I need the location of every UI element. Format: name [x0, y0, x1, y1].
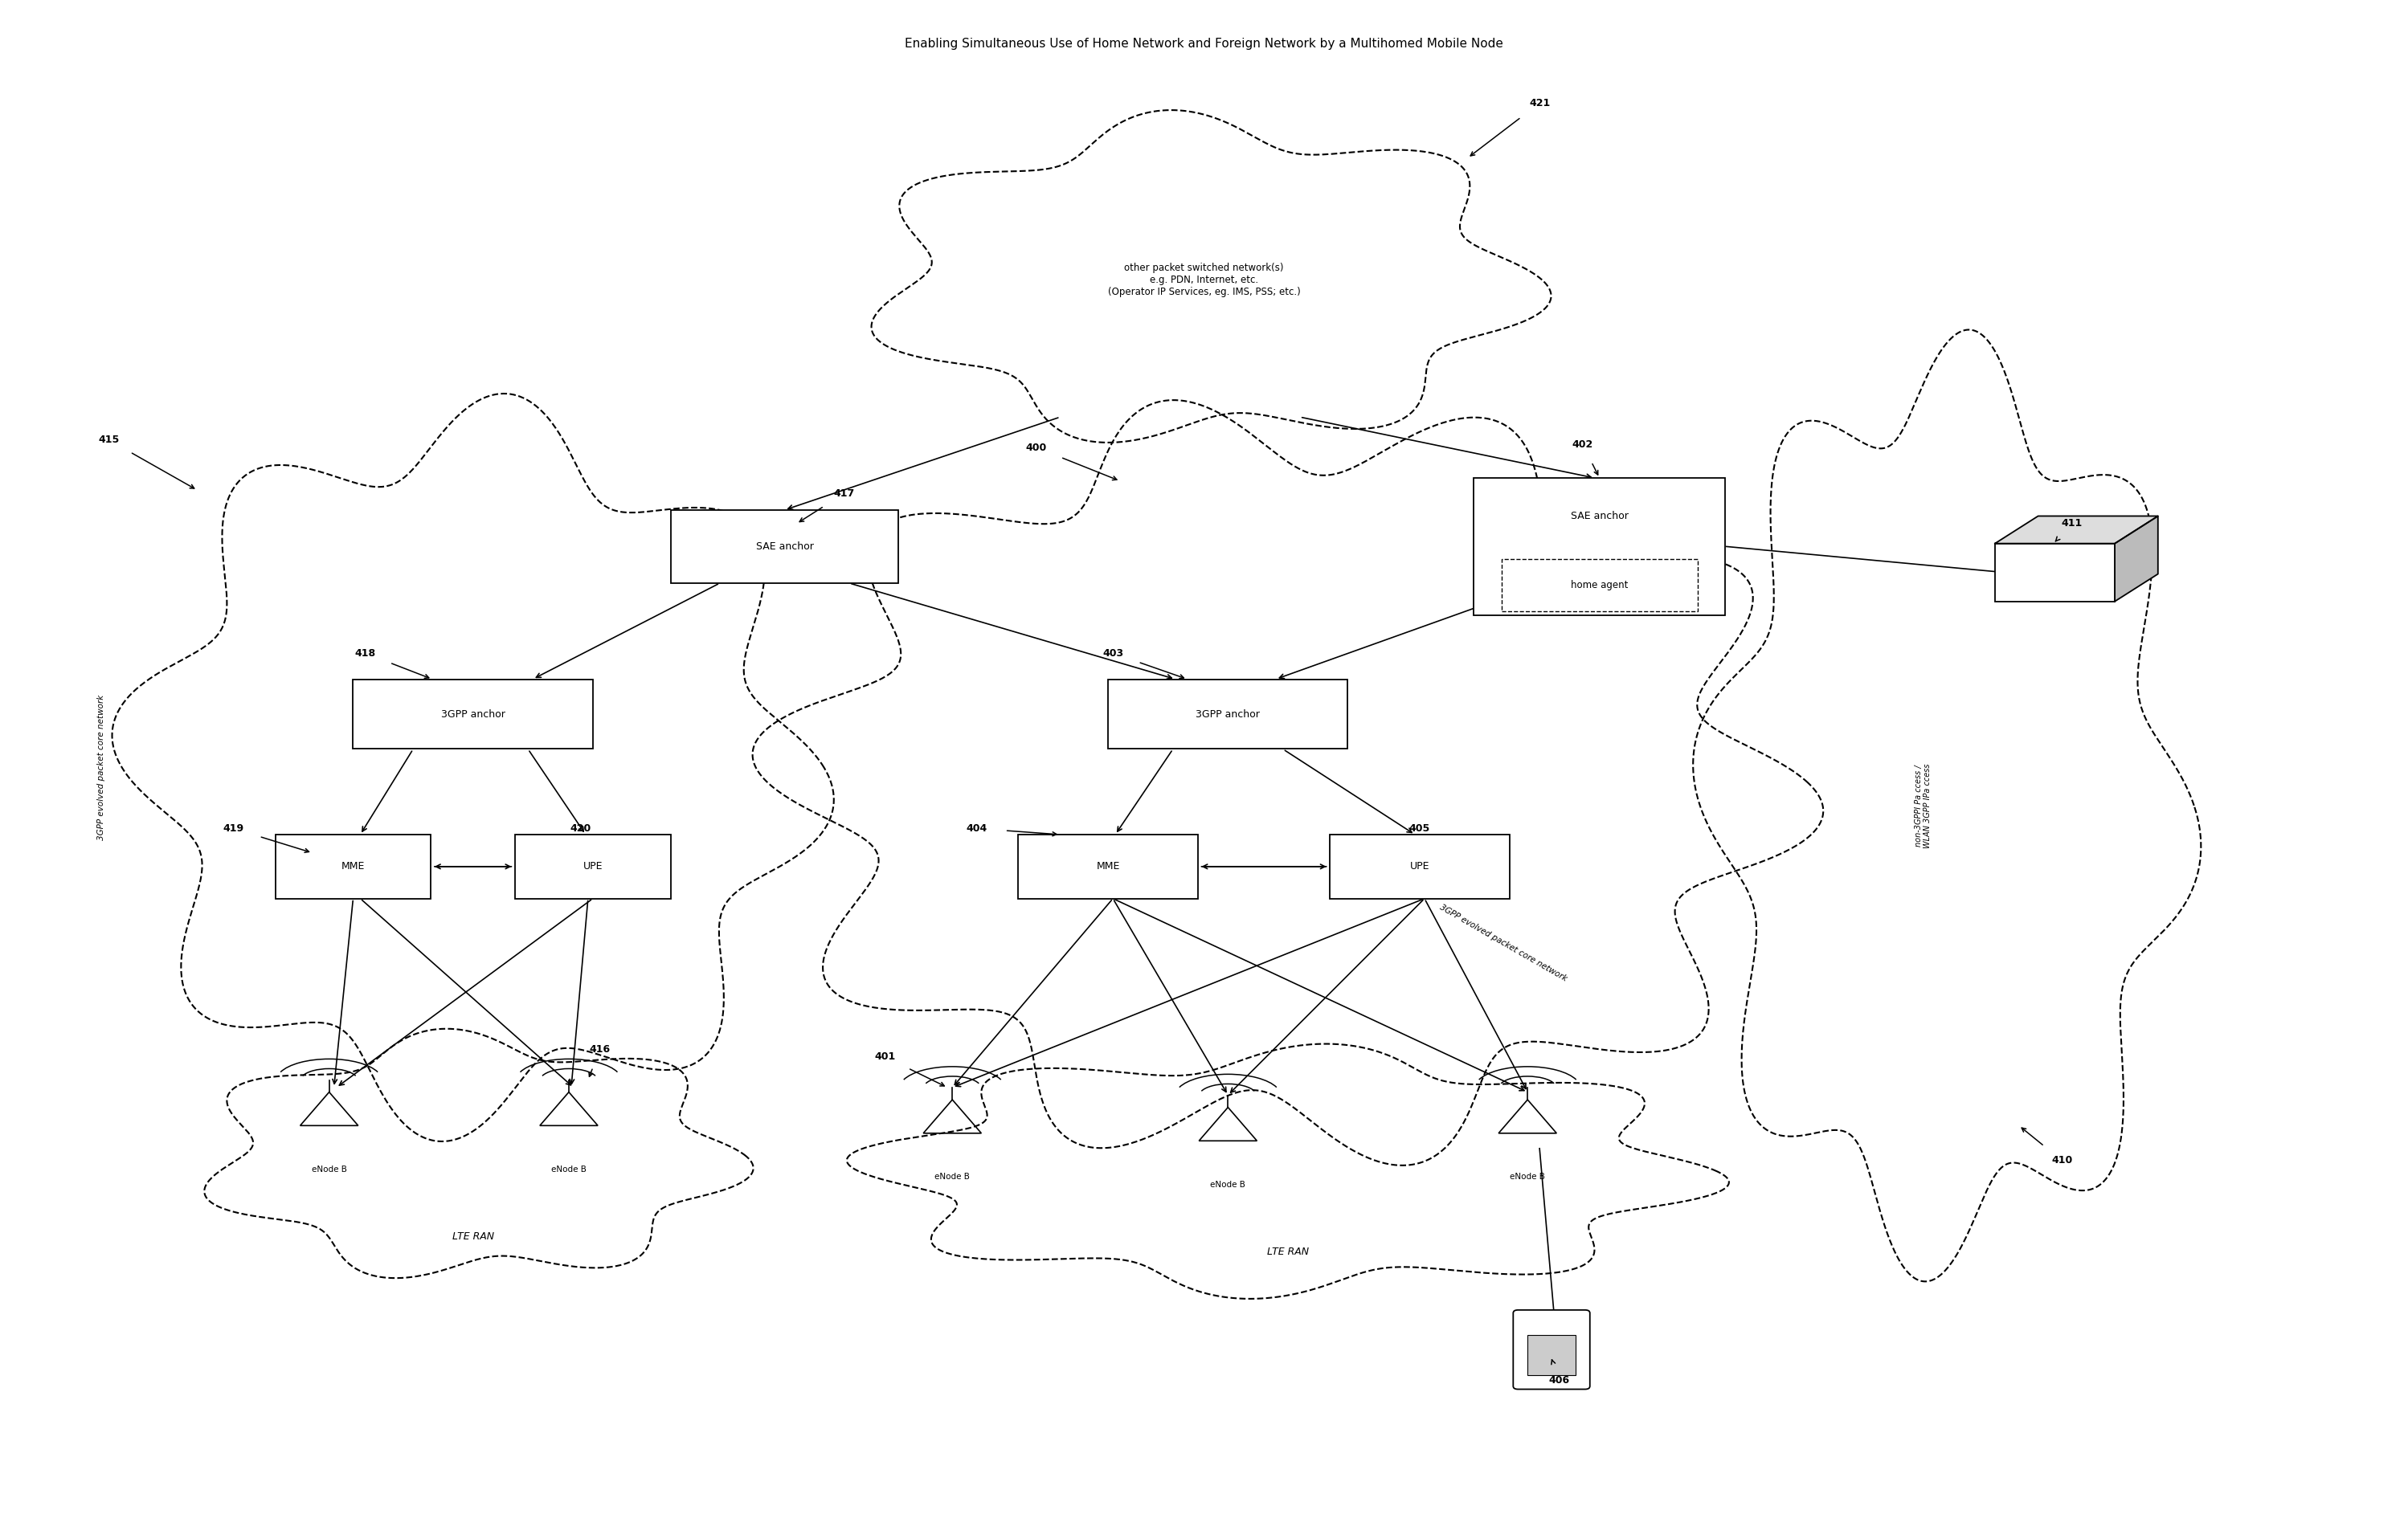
Text: 421: 421: [1529, 98, 1551, 109]
Text: 415: 415: [99, 434, 118, 445]
Text: eNode B: eNode B: [1211, 1180, 1245, 1188]
Text: Enabling Simultaneous Use of Home Network and Foreign Network by a Multihomed Mo: Enabling Simultaneous Use of Home Networ…: [905, 38, 1503, 49]
Text: 417: 417: [833, 488, 855, 499]
Text: 3GPP anchor: 3GPP anchor: [1197, 709, 1259, 720]
Text: 411: 411: [2061, 519, 2083, 530]
Text: 405: 405: [1409, 823, 1430, 834]
Text: 403: 403: [1103, 648, 1125, 659]
Text: 3GPP evolved packet core network: 3GPP evolved packet core network: [1438, 903, 1568, 982]
Text: eNode B: eNode B: [934, 1173, 970, 1180]
Text: 402: 402: [1572, 439, 1594, 450]
Text: 400: 400: [1026, 442, 1047, 453]
FancyBboxPatch shape: [1527, 1335, 1575, 1375]
Text: 416: 416: [590, 1044, 612, 1055]
Text: 419: 419: [224, 823, 243, 834]
Text: 3GPP anchor: 3GPP anchor: [441, 709, 506, 720]
Text: eNode B: eNode B: [551, 1165, 588, 1173]
Polygon shape: [1994, 516, 2158, 543]
FancyBboxPatch shape: [672, 510, 898, 583]
Text: 420: 420: [571, 823, 592, 834]
FancyBboxPatch shape: [515, 835, 672, 898]
Text: MME: MME: [1096, 861, 1120, 872]
Text: 401: 401: [874, 1051, 896, 1062]
Text: LTE RAN: LTE RAN: [453, 1231, 494, 1242]
Text: LTE RAN: LTE RAN: [1267, 1246, 1310, 1257]
FancyBboxPatch shape: [1474, 477, 1724, 616]
Text: home agent: home agent: [1570, 580, 1628, 589]
FancyBboxPatch shape: [1108, 680, 1348, 749]
FancyBboxPatch shape: [1994, 543, 2114, 602]
Text: SAE anchor: SAE anchor: [756, 542, 814, 551]
Text: 404: 404: [966, 823, 987, 834]
FancyBboxPatch shape: [354, 680, 592, 749]
FancyBboxPatch shape: [1019, 835, 1199, 898]
Text: other packet switched network(s)
e.g. PDN, Internet, etc.
(Operator IP Services,: other packet switched network(s) e.g. PD…: [1108, 262, 1300, 298]
Text: MME: MME: [342, 861, 366, 872]
Text: 418: 418: [354, 648, 376, 659]
Polygon shape: [2114, 516, 2158, 602]
Text: 406: 406: [1548, 1375, 1570, 1385]
Text: eNode B: eNode B: [1510, 1173, 1546, 1180]
Text: UPE: UPE: [1409, 861, 1430, 872]
Text: non-3GPPI Pa ccess /
WLAN 3GPP IPa ccess: non-3GPPI Pa ccess / WLAN 3GPP IPa ccess: [1914, 763, 1931, 847]
FancyBboxPatch shape: [1500, 559, 1698, 611]
Text: SAE anchor: SAE anchor: [1570, 511, 1628, 522]
Text: 410: 410: [2052, 1156, 2073, 1167]
FancyBboxPatch shape: [1512, 1309, 1589, 1389]
Text: eNode B: eNode B: [311, 1165, 347, 1173]
FancyBboxPatch shape: [1329, 835, 1510, 898]
FancyBboxPatch shape: [275, 835, 431, 898]
Text: UPE: UPE: [583, 861, 602, 872]
Text: 3GPP evolved packet core network: 3GPP evolved packet core network: [96, 695, 106, 840]
